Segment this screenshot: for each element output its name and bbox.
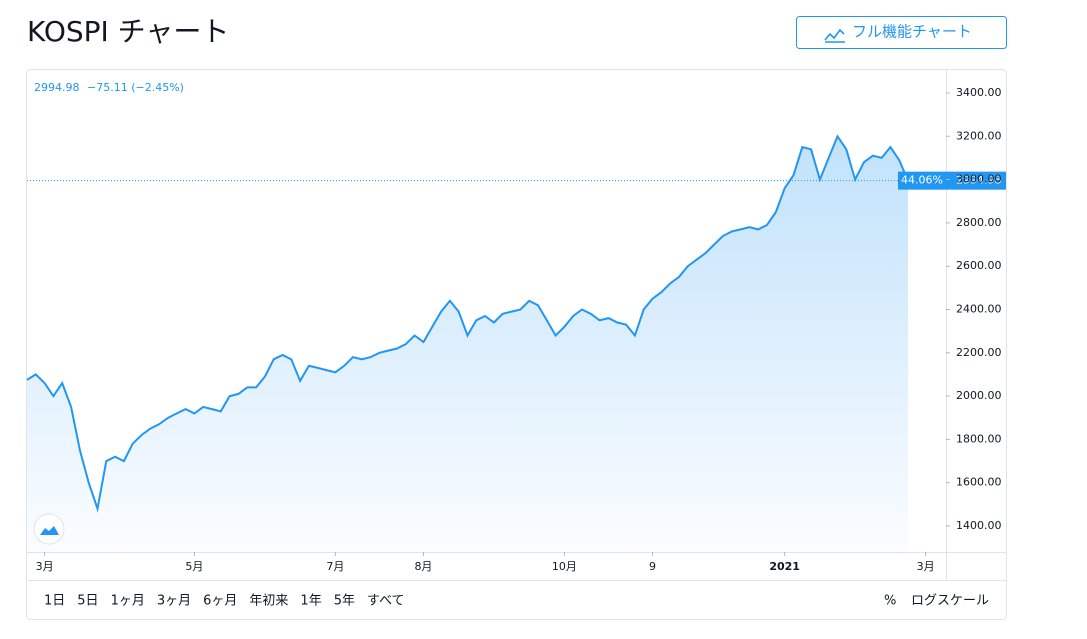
range-button[interactable]: 3ヶ月 (157, 594, 191, 609)
range-button[interactable]: 1年 (300, 594, 321, 609)
legend-change: −75.11 (−2.45%) (87, 81, 184, 94)
percent-tag (898, 171, 946, 190)
area (27, 136, 908, 553)
log-toggle[interactable]: ログスケール (911, 594, 989, 609)
range-button[interactable]: 年初来 (249, 594, 288, 609)
price-line (26, 134, 909, 513)
range-button[interactable]: 5年 (334, 594, 355, 609)
range-button[interactable]: 1ヶ月 (111, 594, 145, 609)
y-tick-label: 2200.00 (956, 346, 1002, 359)
percent-toggle[interactable]: % (884, 594, 896, 609)
x-tick-label: 9 (649, 560, 656, 573)
y-tick-label: 3400.00 (956, 86, 1002, 99)
range-button[interactable]: すべて (367, 594, 405, 609)
button-label[interactable]: フル機能チャート (852, 23, 972, 41)
x-tick-label: 7月 (326, 560, 344, 573)
x-tick-label: 2021 (769, 560, 800, 573)
logo[interactable] (33, 513, 65, 545)
percent-tag-label: 44.06% (901, 174, 943, 187)
x-tick-label: 5月 (185, 560, 203, 573)
x-tick-label: 3月 (36, 560, 54, 573)
price-tag (946, 171, 1006, 190)
x-tick-label: 8月 (414, 560, 432, 573)
y-tick-label: 1800.00 (956, 432, 1002, 445)
y-tick-label: 2000.00 (956, 389, 1002, 402)
logo-mark (40, 526, 59, 535)
full-chart-button[interactable] (796, 16, 1007, 49)
range-button[interactable]: 6ヶ月 (203, 594, 237, 609)
y-tick-label: 3000.00 (956, 173, 1002, 186)
x-tick-label: 3月 (917, 560, 935, 573)
chart-icon (824, 28, 845, 43)
x-tick-label: 10月 (552, 560, 577, 573)
y-tick-label: 2400.00 (956, 302, 1002, 315)
page-title: KOSPI チャート (27, 15, 229, 48)
y-tick-label: 3200.00 (956, 129, 1002, 142)
range-button[interactable]: 1日 (44, 594, 65, 609)
range-button[interactable]: 5日 (77, 594, 98, 609)
widget-frame (26, 69, 1007, 620)
legend-price: 2994.98 (34, 81, 80, 94)
y-tick-label: 2600.00 (956, 259, 1002, 272)
y-tick-label: 2800.00 (956, 216, 1002, 229)
price-tag-label: 2994.98 (956, 174, 1002, 187)
y-tick-label: 1400.00 (956, 519, 1002, 532)
y-tick-label: 1600.00 (956, 476, 1002, 489)
